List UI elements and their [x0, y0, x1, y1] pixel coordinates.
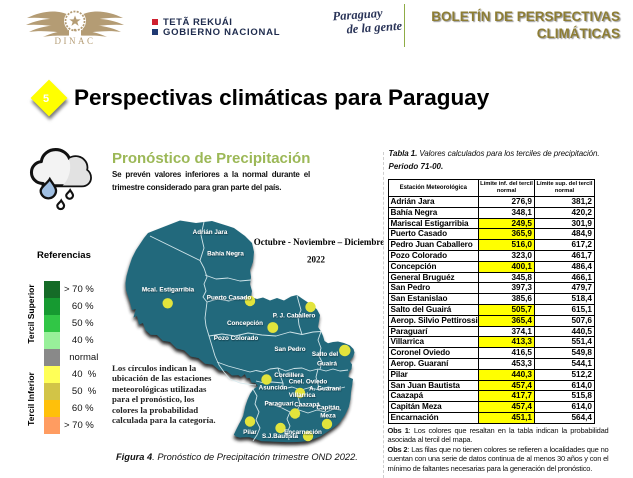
svg-text:Meza: Meza [320, 413, 336, 420]
svg-text:Salto del: Salto del [312, 351, 338, 358]
svg-text:Pozo Colorado: Pozo Colorado [214, 335, 259, 342]
svg-text:2022: 2022 [307, 255, 326, 265]
svg-text:Paraguarí: Paraguarí [264, 401, 293, 408]
svg-text:P. J. Caballero: P. J. Caballero [273, 313, 316, 320]
svg-text:Caazapá: Caazapá [294, 402, 320, 409]
svg-text:Bahía Negra: Bahía Negra [207, 251, 244, 258]
svg-text:Octubre - Noviembre – Diciemb: Octubre - Noviembre – Diciembre [254, 237, 384, 247]
svg-text:Puerto Casado: Puerto Casado [207, 295, 252, 302]
svg-text:Encarnación: Encarnación [284, 429, 322, 436]
svg-text:Cordillera: Cordillera [274, 372, 304, 379]
svg-text:Concepción: Concepción [227, 320, 263, 327]
svg-text:S.J.Bautista: S.J.Bautista [262, 433, 299, 440]
svg-text:DINAC: DINAC [55, 36, 96, 45]
svg-text:Asunción: Asunción [259, 385, 288, 392]
svg-text:Adrián Jara: Adrián Jara [193, 229, 228, 236]
svg-text:Mcal. Estigarribia: Mcal. Estigarribia [142, 287, 195, 294]
svg-text:Villarrica: Villarrica [289, 392, 316, 399]
svg-text:Capitán: Capitán [316, 405, 339, 412]
svg-text:Cnel. Oviedo: Cnel. Oviedo [289, 379, 328, 386]
svg-text:San Pedro: San Pedro [274, 346, 305, 353]
svg-text:Guairá: Guairá [317, 361, 337, 368]
svg-text:A. Guaraní: A. Guaraní [309, 386, 341, 393]
svg-text:Pilar: Pilar [243, 429, 257, 436]
